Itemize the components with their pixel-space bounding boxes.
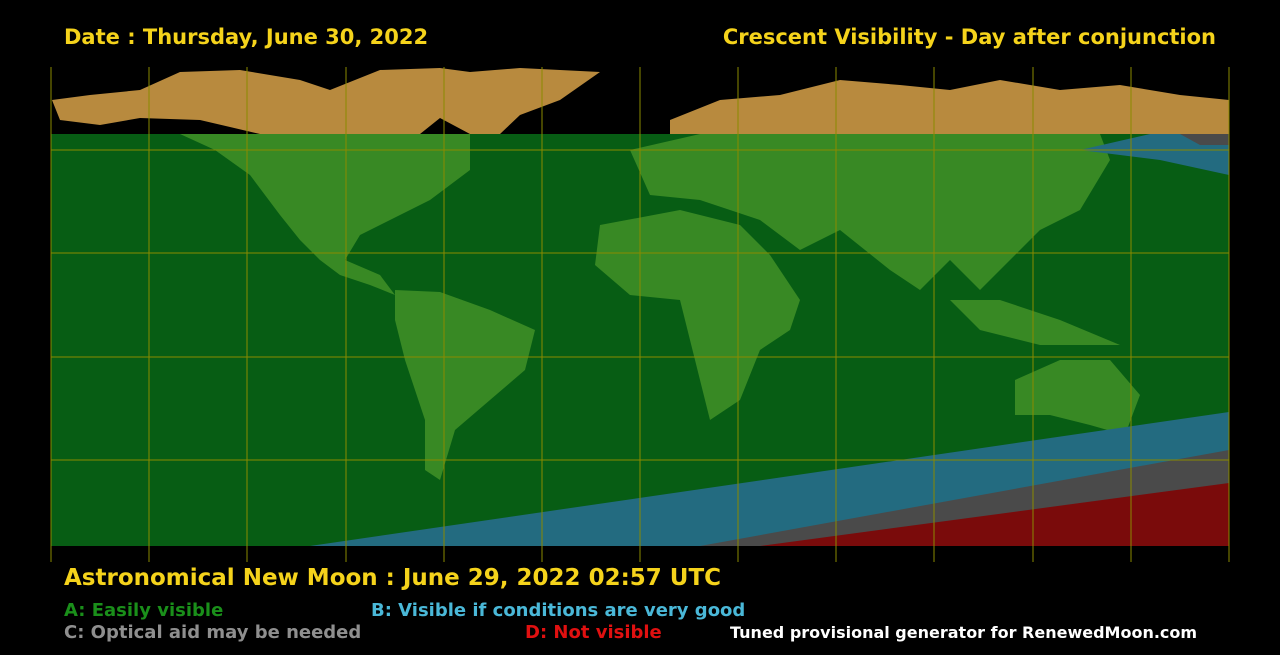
legend-b: B: Visible if conditions are very good [371,600,746,621]
visibility-bands [310,134,1229,546]
continents [180,134,1140,480]
graticule [50,67,1230,562]
legend-a: A: Easily visible [64,600,224,621]
legend-c: C: Optical aid may be needed [64,622,362,643]
legend-d: D: Not visible [525,622,662,643]
title: Crescent Visibility - Day after conjunct… [722,25,1216,49]
date: Date : Thursday, June 30, 2022 [64,25,429,49]
arctic-land [52,68,1229,134]
new-moon: Astronomical New Moon : June 29, 2022 02… [64,565,722,591]
credit: Tuned provisional generator for RenewedM… [730,623,1198,642]
